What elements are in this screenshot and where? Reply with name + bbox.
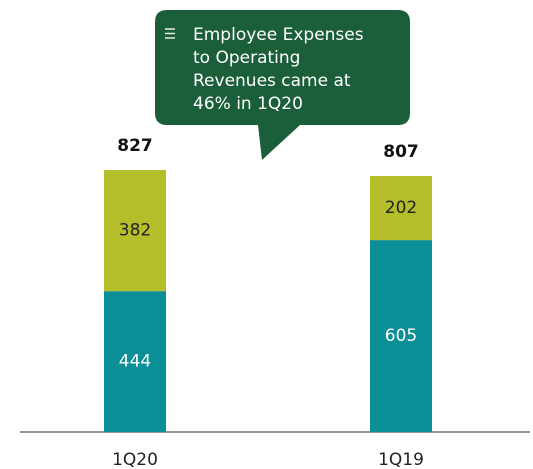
x-tick-label: 1Q20 bbox=[112, 450, 158, 469]
menu-icon bbox=[165, 28, 175, 39]
segment-label: 605 bbox=[385, 326, 417, 346]
segment-label: 202 bbox=[385, 198, 417, 218]
callout-text: Revenues came at bbox=[193, 71, 351, 91]
bar-segment bbox=[370, 176, 432, 241]
callout-text: Employee Expenses bbox=[193, 25, 364, 45]
segment-label: 444 bbox=[119, 352, 151, 372]
total-label: 807 bbox=[383, 142, 419, 162]
callout-box bbox=[155, 10, 410, 160]
bar-segment bbox=[370, 240, 432, 432]
x-tick-label: 1Q19 bbox=[378, 450, 424, 469]
callout-text: 46% in 1Q20 bbox=[193, 94, 303, 114]
callout-text: to Operating bbox=[193, 48, 300, 68]
segment-label: 382 bbox=[119, 221, 151, 241]
bar-segment bbox=[104, 291, 166, 432]
callout bbox=[155, 10, 410, 160]
bar-segment bbox=[104, 170, 166, 292]
total-label: 827 bbox=[117, 136, 153, 156]
